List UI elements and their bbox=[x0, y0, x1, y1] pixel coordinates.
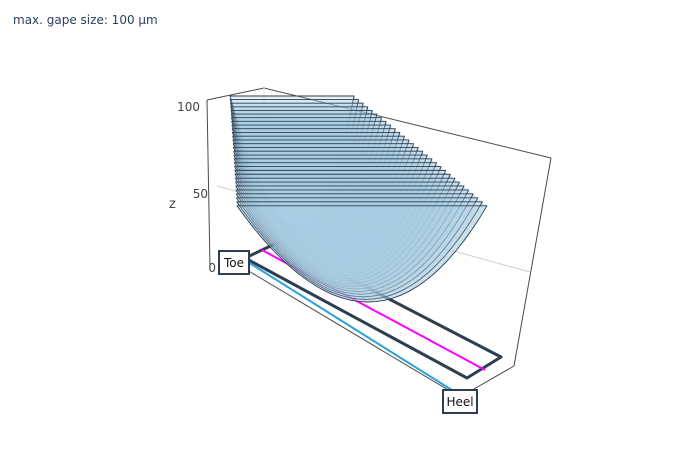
surface-slice bbox=[232, 146, 419, 264]
heel-annotation-box bbox=[442, 389, 478, 414]
surface-slice bbox=[230, 117, 382, 243]
surface-trough[interactable] bbox=[229, 95, 488, 303]
surface-slice bbox=[235, 189, 470, 292]
z-tick-label: 0 bbox=[208, 261, 216, 275]
right-wall-edge bbox=[513, 157, 552, 367]
heel-annotation-label: Heel bbox=[446, 395, 473, 409]
surface-slice bbox=[232, 139, 410, 258]
surface-slice bbox=[235, 193, 474, 295]
surface-slice bbox=[233, 154, 428, 269]
gap-size-label: max. gape size: 100 µm bbox=[13, 13, 158, 27]
surface-slice bbox=[231, 120, 387, 245]
surface-slice bbox=[230, 113, 378, 240]
surface-slice bbox=[233, 158, 433, 272]
surface-slice bbox=[234, 177, 456, 285]
blade-edge-cyan bbox=[247, 261, 456, 393]
surface-slice bbox=[236, 197, 479, 298]
z-tick-label: 100 bbox=[177, 100, 200, 114]
z-axis-title: z bbox=[169, 197, 176, 212]
surface-slice bbox=[235, 185, 465, 290]
surface-slice bbox=[236, 205, 488, 303]
z-axis: 100 50 0 z bbox=[169, 100, 216, 275]
surface-slice bbox=[235, 181, 460, 287]
floor-front-edge bbox=[246, 269, 461, 398]
heel-annotation: Heel bbox=[442, 389, 478, 414]
toe-annotation-box bbox=[218, 250, 250, 275]
z-tick-label: 50 bbox=[193, 187, 208, 201]
surface-slice bbox=[234, 173, 451, 282]
surface-slice bbox=[232, 135, 405, 256]
toe-annotation: Toe bbox=[218, 250, 250, 275]
left-wall-edge bbox=[206, 99, 211, 268]
toe-annotation-label: Toe bbox=[223, 256, 244, 270]
surface-slice bbox=[236, 201, 483, 300]
blade-rectangle bbox=[243, 240, 503, 380]
